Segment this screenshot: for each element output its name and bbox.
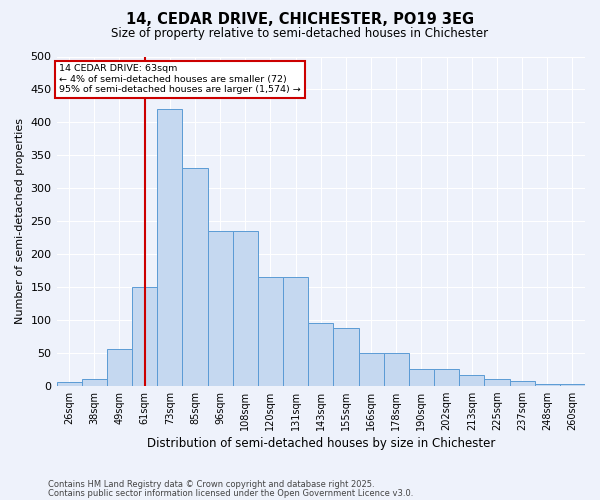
Bar	[56, 382, 82, 386]
Bar	[560, 384, 585, 386]
Text: Size of property relative to semi-detached houses in Chichester: Size of property relative to semi-detach…	[112, 28, 488, 40]
Bar	[107, 350, 132, 386]
Bar	[157, 109, 182, 386]
Bar	[132, 287, 157, 386]
Bar	[509, 381, 535, 386]
Bar	[484, 379, 509, 386]
Text: Contains HM Land Registry data © Crown copyright and database right 2025.: Contains HM Land Registry data © Crown c…	[48, 480, 374, 489]
Bar	[383, 353, 409, 386]
Bar	[535, 384, 560, 386]
Bar	[258, 277, 283, 386]
Bar	[233, 231, 258, 386]
Text: Contains public sector information licensed under the Open Government Licence v3: Contains public sector information licen…	[48, 489, 413, 498]
Bar	[82, 379, 107, 386]
Bar	[434, 369, 459, 386]
X-axis label: Distribution of semi-detached houses by size in Chichester: Distribution of semi-detached houses by …	[146, 437, 495, 450]
Y-axis label: Number of semi-detached properties: Number of semi-detached properties	[15, 118, 25, 324]
Text: 14, CEDAR DRIVE, CHICHESTER, PO19 3EG: 14, CEDAR DRIVE, CHICHESTER, PO19 3EG	[126, 12, 474, 28]
Bar	[409, 369, 434, 386]
Bar	[359, 353, 383, 386]
Bar	[182, 168, 208, 386]
Bar	[208, 231, 233, 386]
Bar	[308, 323, 334, 386]
Bar	[334, 328, 359, 386]
Text: 14 CEDAR DRIVE: 63sqm
← 4% of semi-detached houses are smaller (72)
95% of semi-: 14 CEDAR DRIVE: 63sqm ← 4% of semi-detac…	[59, 64, 301, 94]
Bar	[459, 374, 484, 386]
Bar	[283, 277, 308, 386]
